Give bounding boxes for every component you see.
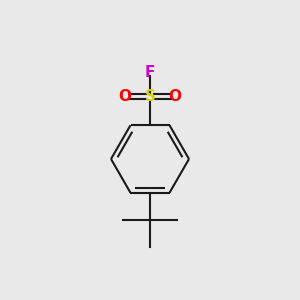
- Text: S: S: [145, 89, 155, 104]
- Text: O: O: [168, 89, 182, 104]
- Text: F: F: [145, 64, 155, 80]
- Text: O: O: [118, 89, 132, 104]
